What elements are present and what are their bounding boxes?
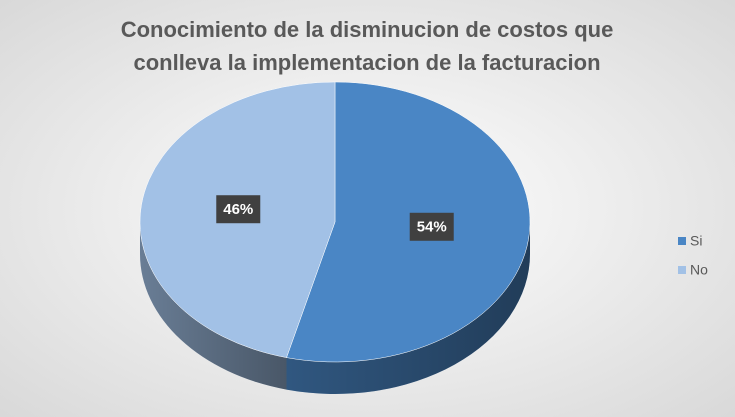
legend-swatch — [678, 237, 686, 245]
legend-swatch — [678, 266, 686, 274]
legend-label: Si — [690, 233, 702, 249]
slice-side-shade — [140, 222, 287, 390]
chart-title: Conocimiento de la disminucion de costos… — [121, 17, 614, 42]
data-label: 54% — [417, 219, 447, 236]
legend-label: No — [690, 262, 708, 278]
slice-side-shade — [286, 222, 530, 395]
data-label: 46% — [223, 201, 253, 218]
slice — [286, 81, 531, 363]
data-label-box — [216, 195, 261, 224]
chart-title: conlleva la implementacion de la factura… — [133, 50, 600, 75]
data-label-box — [409, 212, 454, 241]
